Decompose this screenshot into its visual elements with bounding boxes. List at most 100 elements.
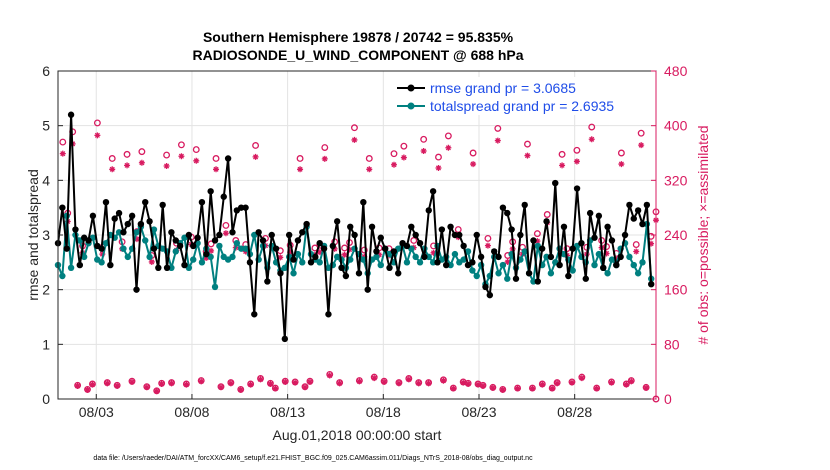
spread-point [150, 226, 158, 233]
obs-assimilated-point [124, 162, 131, 169]
obs-possible-point [588, 123, 596, 131]
obs-assimilated-point [138, 159, 145, 166]
obs-assimilated-point [272, 385, 279, 392]
rmse-point [460, 242, 467, 250]
obs-assimilated-point [321, 155, 328, 162]
rmse-point [176, 242, 184, 250]
rmse-point [128, 212, 136, 220]
spread-point [98, 259, 105, 266]
spread-point [67, 264, 75, 271]
y-tick-label: 1 [42, 336, 50, 352]
obs-assimilated-point [633, 248, 640, 255]
obs-assimilated-point [578, 375, 585, 382]
rmse-point [600, 264, 607, 271]
y-right-tick-label: 320 [664, 172, 688, 188]
obs-possible-point [484, 234, 492, 242]
rmse-point [190, 242, 197, 250]
spread-point [281, 264, 289, 271]
obs-assimilated-point [450, 385, 457, 392]
obs-assimilated-point [213, 166, 220, 173]
x-tick-label: 08/13 [270, 404, 305, 420]
obs-assimilated-point [109, 166, 116, 173]
obs-assimilated-point [316, 249, 323, 256]
obs-assimilated-point [618, 161, 625, 168]
obs-assimilated-point [74, 382, 81, 389]
obs-assimilated-point [420, 148, 427, 155]
obs-assimilated-point [257, 376, 264, 383]
rmse-point [268, 231, 275, 239]
obs-possible-point [410, 237, 418, 244]
y-right-tick-label: 400 [664, 118, 688, 134]
obs-possible-point [192, 146, 200, 154]
obs-assimilated-point [158, 380, 165, 387]
obs-assimilated-point [203, 255, 210, 262]
obs-assimilated-point [430, 249, 437, 256]
spread-point [294, 250, 302, 258]
obs-assimilated-point [539, 381, 546, 388]
spread-point [403, 259, 411, 266]
rmse-point [416, 240, 424, 247]
legend-rmse-label: rmse grand pr = 3.0685 [430, 80, 576, 96]
rmse-point [586, 209, 594, 217]
rmse-point [386, 264, 393, 271]
obs-assimilated-point [554, 380, 561, 387]
obs-assimilated-point [608, 379, 615, 386]
obs-possible-point [177, 141, 185, 149]
rmse-point [595, 212, 603, 220]
rmse-point [543, 218, 550, 225]
obs-assimilated-point [287, 249, 294, 256]
rmse-point [259, 237, 267, 244]
series-layer [54, 111, 655, 343]
obs-assimilated-point [59, 150, 66, 157]
rmse-point [360, 199, 367, 206]
rmse-point [194, 234, 201, 241]
obs-assimilated-point [534, 238, 541, 245]
obs-possible-point [321, 144, 329, 151]
x-tick-label: 08/28 [557, 404, 592, 420]
rmse-point [150, 245, 158, 252]
obs-possible-point [469, 149, 477, 157]
rmse-point [591, 234, 598, 241]
obs-possible-point [617, 149, 625, 157]
obs-assimilated-point [499, 386, 506, 393]
tick-layer: 08/03 08/08 08/13 08/18 08/23 08/28 0 1 2 3 4 5 6 0 80… [42, 63, 687, 420]
spread-point [80, 253, 88, 261]
obs-possible-point [420, 135, 428, 143]
rmse-point [124, 220, 131, 228]
rmse-point [255, 229, 262, 236]
obs-assimilated-point [237, 386, 244, 393]
spread-point [630, 261, 637, 269]
obs-assimilated-point [484, 242, 491, 249]
obs-assimilated-point [573, 158, 580, 165]
spread-point [59, 272, 66, 280]
rmse-point [429, 188, 437, 195]
rmse-point [390, 248, 398, 255]
obs-assimilated-point [292, 379, 299, 386]
spread-point [233, 240, 241, 247]
rmse-point [530, 237, 537, 244]
rmse-point [412, 231, 419, 239]
obs-assimilated-point [331, 245, 338, 252]
y-right-tick-label: 160 [664, 282, 688, 298]
rmse-point [443, 261, 450, 269]
obs-assimilated-point [613, 257, 620, 263]
spread-point [591, 261, 598, 269]
rmse-point [643, 201, 651, 209]
rmse-point [613, 261, 620, 269]
spread-point [639, 259, 646, 266]
rmse-point [377, 234, 384, 241]
obs-assimilated-point [277, 254, 284, 261]
y-tick-label: 5 [42, 118, 50, 134]
spread-point [190, 256, 197, 263]
obs-assimilated-point [128, 379, 135, 386]
x-tick-label: 08/03 [79, 404, 114, 420]
rmse-point [477, 253, 485, 261]
x-axis-label: Aug.01,2018 00:00:00 start [273, 427, 442, 443]
rmse-point [264, 278, 271, 285]
obs-possible-point [543, 211, 551, 218]
obs-assimilated-point [163, 163, 170, 170]
obs-assimilated-point [282, 379, 289, 386]
rmse-point [76, 261, 84, 269]
rmse-point [59, 204, 66, 211]
rmse-point [163, 264, 171, 271]
